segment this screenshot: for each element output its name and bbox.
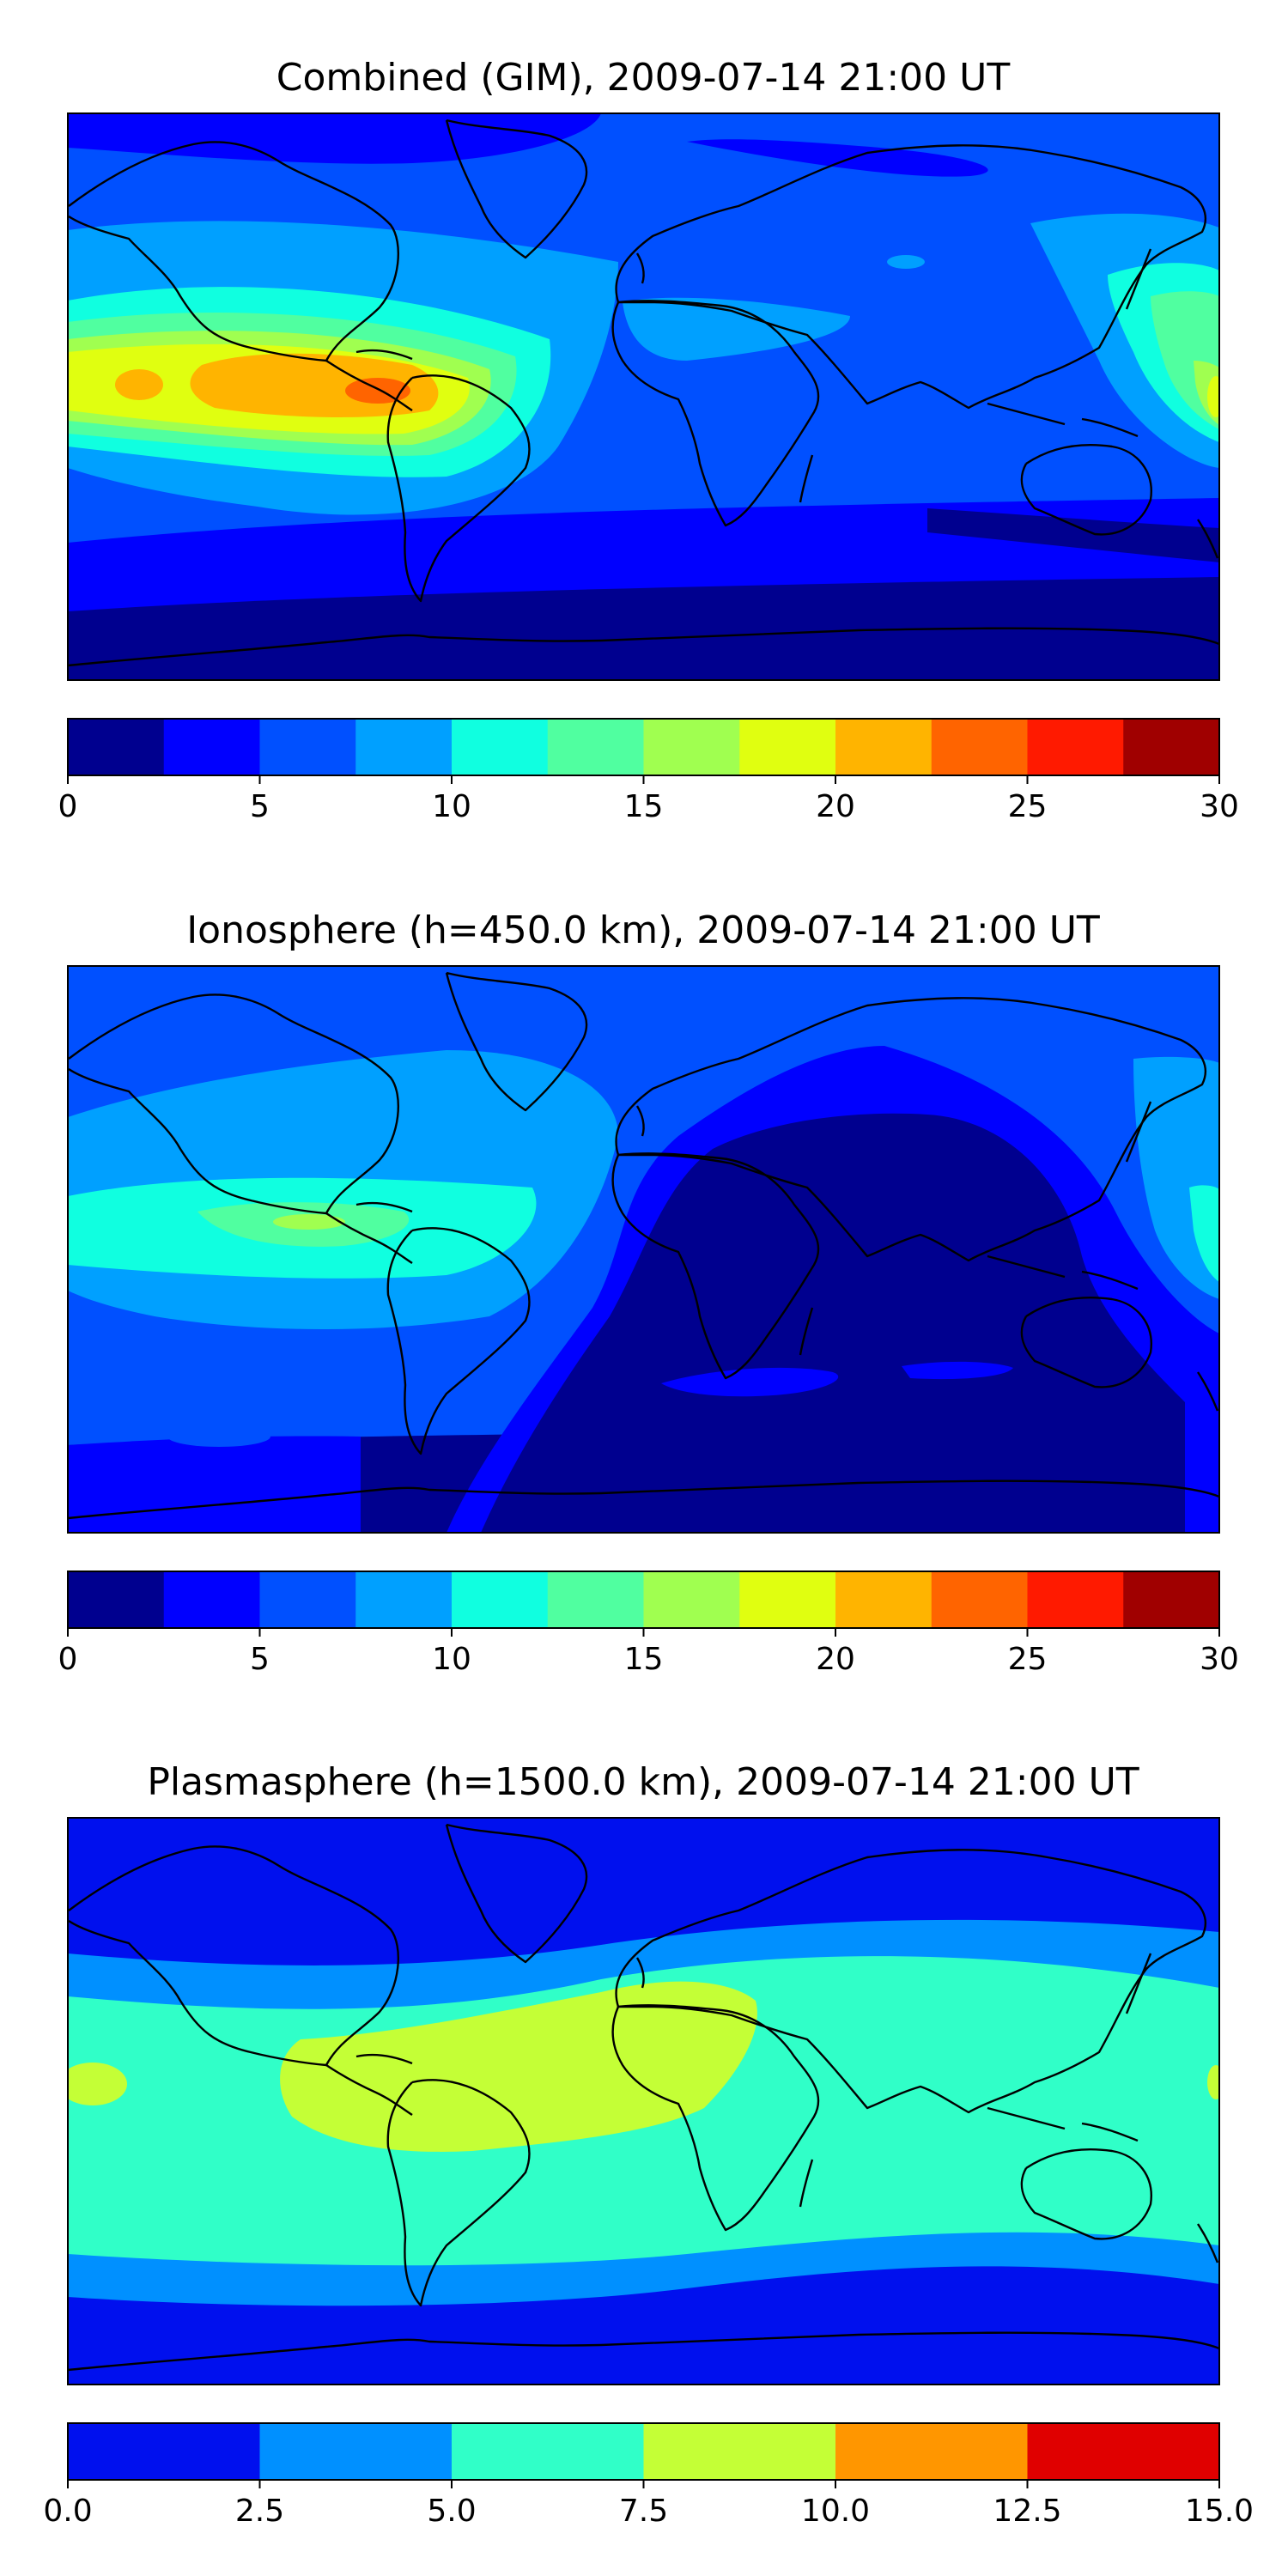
colorbar-ticks: 0 5 10 15 20 25 30 — [58, 775, 1239, 824]
colorbar-cells — [68, 719, 1220, 775]
colorbar-tick-label: 20 — [816, 789, 855, 824]
map-ionosphere — [68, 966, 1219, 1533]
colorbar: 0.0 2.5 5.0 7.5 10.0 12.5 15.0 — [43, 2422, 1254, 2529]
colorbar-cell — [163, 719, 261, 775]
colorbar-tick-label: 10 — [432, 1642, 471, 1677]
colorbar-cell — [1027, 719, 1124, 775]
colorbar-cell — [163, 1571, 261, 1628]
map-frame — [67, 112, 1220, 681]
colorbar-ticks: 0 5 10 15 20 25 30 — [58, 1628, 1239, 1677]
colorbar-tick-label: 0.0 — [43, 2494, 92, 2529]
colorbar-cell — [643, 1571, 740, 1628]
colorbar-cell — [452, 719, 549, 775]
colorbar-cell — [835, 2423, 1029, 2480]
colorbar-cells — [68, 2423, 1220, 2480]
colorbar-tick-label: 10 — [432, 789, 471, 824]
colorbar-cell — [547, 1571, 645, 1628]
colorbar-tick-label: 5 — [250, 1642, 270, 1677]
colorbar-cell — [259, 1571, 356, 1628]
colorbar-tick-label: 30 — [1200, 1642, 1239, 1677]
colorbar-cell — [355, 1571, 453, 1628]
colorbar-tick-label: 25 — [1008, 789, 1048, 824]
colorbar: 0 5 10 15 20 25 30 — [58, 1571, 1239, 1677]
panel-ionosphere: Ionosphere (h=450.0 km), 2009-07-14 21:0… — [58, 908, 1239, 1677]
colorbar-cell — [259, 719, 356, 775]
colorbar-cell — [68, 719, 165, 775]
colorbar-cell — [835, 1571, 933, 1628]
colorbar-tick-label: 25 — [1008, 1642, 1048, 1677]
colorbar-cell — [1027, 2423, 1220, 2480]
map-combined — [68, 113, 1219, 680]
map-frame — [67, 965, 1220, 1534]
colorbar: 0 5 10 15 20 25 30 — [58, 718, 1239, 824]
panel-combined: Combined (GIM), 2009-07-14 21:00 UT — [58, 56, 1239, 824]
colorbar-tick-label: 2.5 — [235, 2494, 284, 2529]
colorbar-cell — [547, 719, 645, 775]
colorbar-tick-label: 12.5 — [993, 2494, 1061, 2529]
colorbar-cell — [931, 719, 1029, 775]
colorbar-tick-label: 0 — [58, 1642, 78, 1677]
colorbar-cell — [643, 2423, 836, 2480]
colorbar-cell — [1123, 1571, 1220, 1628]
map-title: Combined (GIM), 2009-07-14 21:00 UT — [276, 56, 1011, 100]
colorbar-tick-label: 5 — [250, 789, 270, 824]
colorbar-cell — [259, 2423, 453, 2480]
colorbar-cell — [355, 719, 453, 775]
colorbar-ticks: 0.0 2.5 5.0 7.5 10.0 12.5 15.0 — [43, 2480, 1254, 2529]
colorbar-cells — [68, 1571, 1220, 1628]
colorbar-cell — [835, 719, 933, 775]
map-title: Plasmasphere (h=1500.0 km), 2009-07-14 2… — [147, 1760, 1139, 1804]
colorbar-cell — [1027, 1571, 1124, 1628]
colorbar-tick-label: 5.0 — [427, 2494, 476, 2529]
colorbar-tick-label: 30 — [1200, 789, 1239, 824]
colorbar-tick-label: 15 — [624, 1642, 664, 1677]
colorbar-tick-label: 7.5 — [619, 2494, 668, 2529]
colorbar-cell — [68, 2423, 261, 2480]
colorbar-cell — [739, 1571, 836, 1628]
colorbar-tick-label: 15 — [624, 789, 664, 824]
colorbar-tick-label: 15.0 — [1185, 2494, 1254, 2529]
colorbar-cell — [452, 1571, 549, 1628]
colorbar-cell — [452, 2423, 645, 2480]
colorbar-cell — [739, 719, 836, 775]
map-title: Ionosphere (h=450.0 km), 2009-07-14 21:0… — [186, 908, 1100, 952]
colorbar-cell — [1123, 719, 1220, 775]
colorbar-cell — [68, 1571, 165, 1628]
map-frame — [67, 1817, 1220, 2385]
map-plasmasphere — [68, 1818, 1219, 2385]
colorbar-cell — [931, 1571, 1029, 1628]
colorbar-cell — [643, 719, 740, 775]
colorbar-tick-label: 10.0 — [801, 2494, 870, 2529]
colorbar-tick-label: 20 — [816, 1642, 855, 1677]
panel-plasmasphere: Plasmasphere (h=1500.0 km), 2009-07-14 2… — [43, 1760, 1254, 2529]
colorbar-tick-label: 0 — [58, 789, 78, 824]
